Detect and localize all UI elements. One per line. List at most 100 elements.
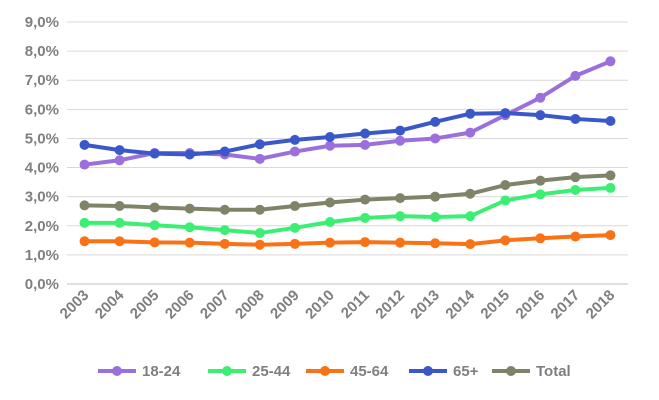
data-point [219,204,230,215]
x-tick-label: 2003 [57,287,93,323]
data-point [289,238,300,249]
data-point [395,193,406,204]
data-point [324,197,335,208]
data-point [395,135,406,146]
legend-label: 65+ [453,363,479,380]
legend-item: 45-64 [306,363,389,380]
x-tick-label: 2018 [583,287,619,323]
series-line [82,185,613,236]
data-point [254,204,265,215]
data-point [79,236,90,247]
data-point [360,139,371,150]
data-point [360,194,371,205]
x-tick-label: 2016 [513,287,549,323]
data-point [360,128,371,139]
x-tick-label: 2006 [162,287,198,323]
data-point [360,212,371,223]
legend-item: Total [492,363,571,380]
series-45-64 [79,230,616,250]
data-point [254,153,265,164]
data-point [500,195,511,206]
data-point [254,239,265,250]
legend-label: 45-64 [350,363,389,380]
data-point [605,230,616,241]
data-point [570,172,581,183]
legend-swatch-marker [423,366,433,376]
data-point [289,146,300,157]
data-point [289,200,300,211]
x-tick-label: 2012 [372,287,408,323]
data-point [535,189,546,200]
data-point [219,225,230,236]
data-point [324,131,335,142]
data-point [605,170,616,181]
series-line [82,173,613,212]
x-tick-label: 2011 [338,287,373,322]
data-point [605,182,616,193]
data-point [324,216,335,227]
data-point [79,139,90,150]
legend-swatch-marker [112,366,122,376]
data-point [395,125,406,136]
legend-label: Total [536,363,571,380]
x-tick-label: 2017 [548,287,584,323]
data-point [535,175,546,186]
series-total [79,170,616,215]
data-point [465,108,476,119]
legend-swatch-marker [320,366,330,376]
series-lines [79,56,616,250]
y-tick-label: 2,0% [25,218,59,235]
data-point [430,212,441,223]
data-point [219,238,230,249]
data-point [184,237,195,248]
data-point [79,159,90,170]
legend-item: 65+ [409,363,479,380]
data-point [430,116,441,127]
y-tick-label: 0,0% [25,276,59,293]
y-tick-label: 6,0% [25,101,59,118]
y-tick-label: 7,0% [25,72,59,89]
data-point [465,239,476,250]
data-point [570,184,581,195]
data-point [500,108,511,119]
x-tick-label: 2004 [92,286,128,322]
x-tick-label: 2013 [407,287,443,323]
series-65plus [79,108,616,160]
data-point [535,92,546,103]
legend-item: 25-44 [208,363,291,380]
x-tick-label: 2005 [127,287,163,323]
data-point [149,202,160,213]
legend-label: 25-44 [252,363,291,380]
data-point [289,222,300,233]
data-point [605,115,616,126]
data-point [500,235,511,246]
data-point [430,133,441,144]
data-point [254,139,265,150]
series-25-44 [79,182,616,239]
data-point [395,237,406,248]
x-tick-label: 2008 [232,287,268,323]
data-point [184,222,195,233]
data-point [500,180,511,191]
series-line [82,233,613,247]
data-point [114,217,125,228]
data-point [535,110,546,121]
data-point [324,140,335,151]
x-axis-ticks: 2003 2004 2005 2006 2007 2008 2009 2010 2011 2012… [57,286,619,322]
data-point [570,231,581,242]
y-tick-label: 1,0% [25,247,59,264]
legend-swatch-marker [506,366,516,376]
data-point [289,134,300,145]
legend: 18-24 25-44 45-64 65+ Total [98,363,571,380]
y-axis-ticks: 0,0% 1,0% 2,0% 3,0% 4,0% 5,0% 6,0% 7,0% 8,0% 9,0% [25,14,59,293]
data-point [79,200,90,211]
legend-label: 18-24 [142,363,181,380]
data-point [114,155,125,166]
data-point [149,148,160,159]
data-point [430,238,441,249]
series-line [82,111,613,157]
data-point [535,233,546,244]
legend-swatch-marker [222,366,232,376]
data-point [114,200,125,211]
